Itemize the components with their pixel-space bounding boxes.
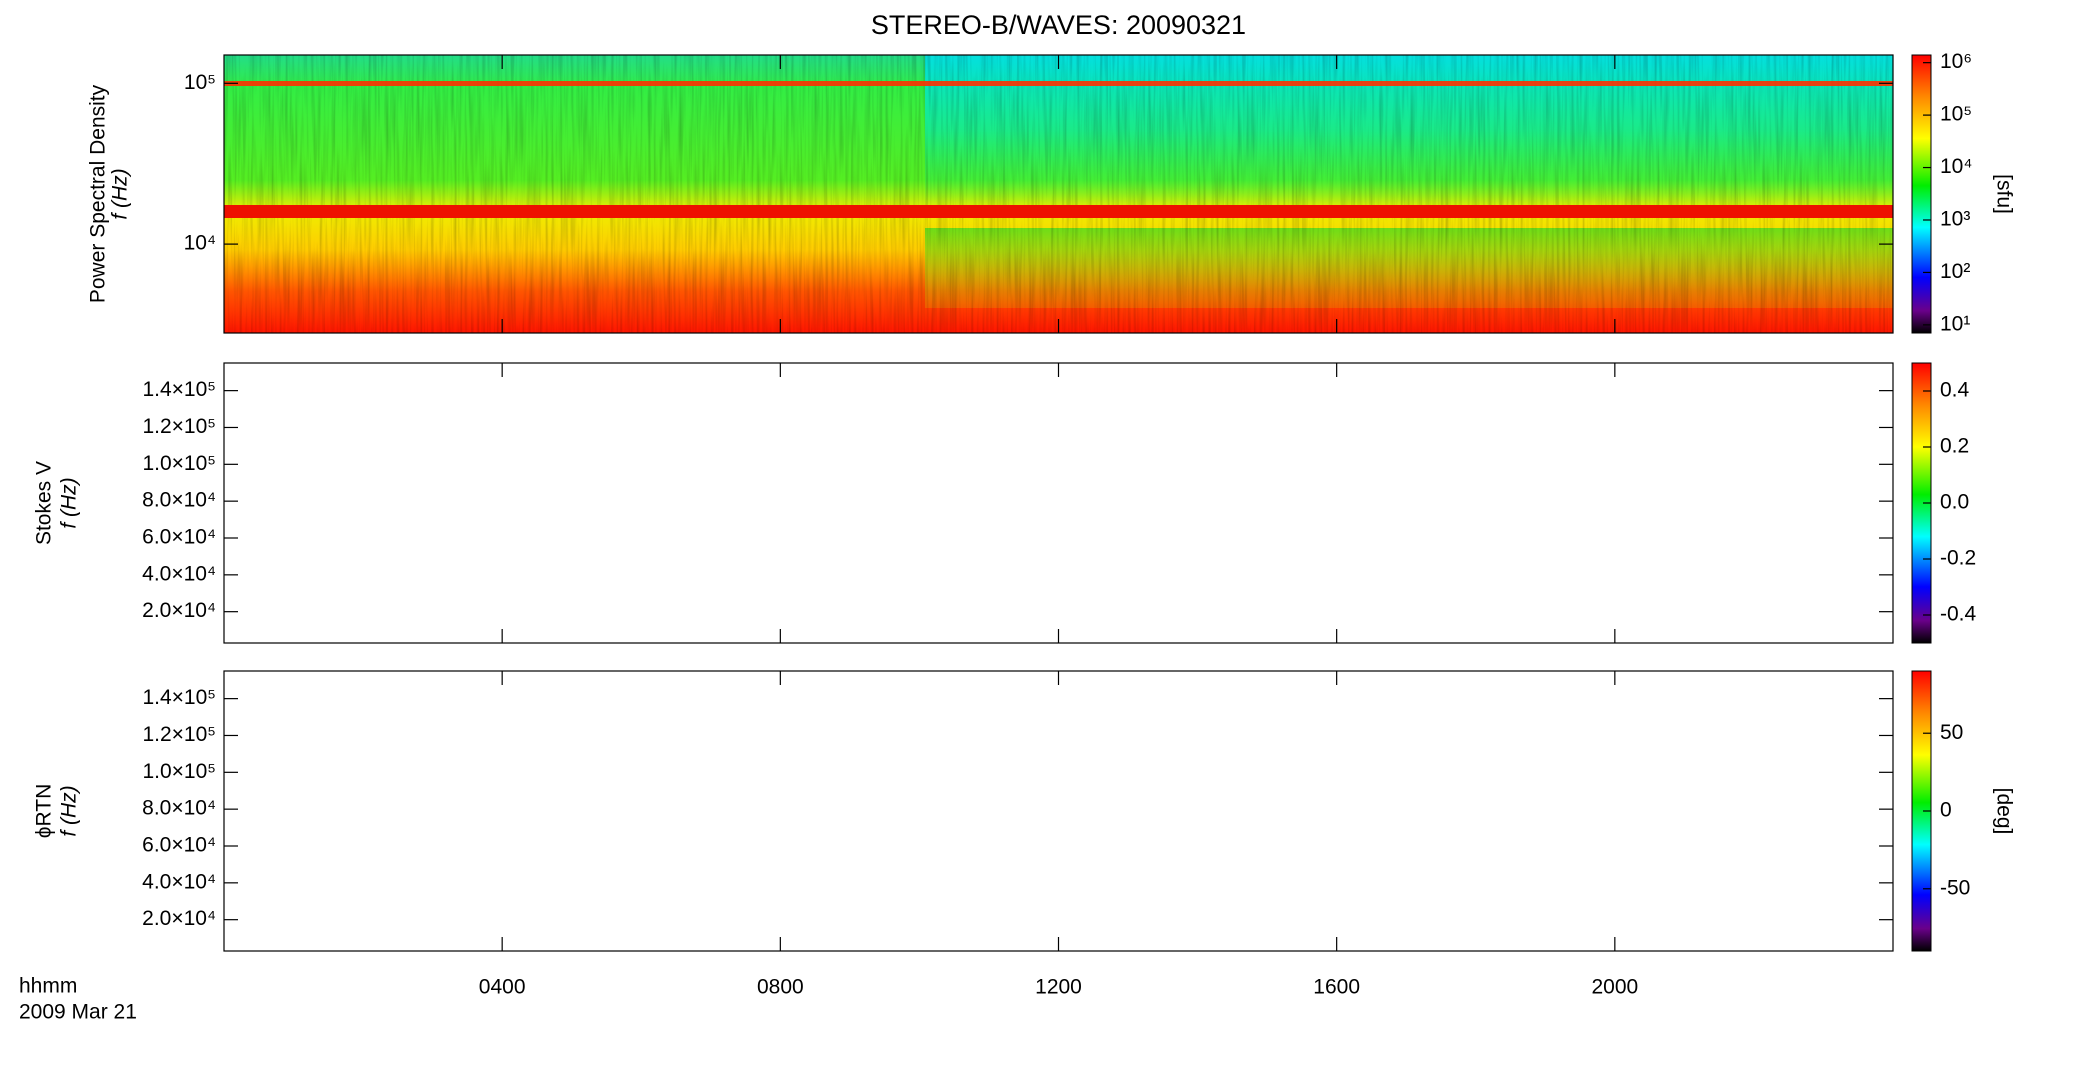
colorbar-tick-label: 0.0: [1940, 491, 1969, 514]
colorbar-tick-label: -50: [1940, 876, 1970, 899]
panel-frame: [223, 362, 1894, 644]
y-tick-label: 1.0×10⁵: [142, 760, 216, 783]
x-tick-label: 2000: [1591, 976, 1638, 999]
colorbar-tick-label: 10⁵: [1940, 103, 1972, 126]
y-tick-label: 10⁵: [184, 71, 216, 94]
colorbar-label: [sfu]: [1992, 174, 2015, 214]
y-tick-label: 1.4×10⁵: [142, 686, 216, 709]
y-axis-label: f (Hz): [109, 168, 132, 219]
y-axis-label: Stokes V: [33, 461, 56, 545]
colorbar-tick-label: 10³: [1940, 208, 1970, 231]
y-tick-label: 1.2×10⁵: [142, 723, 216, 746]
y-axis-label: ϕRTN: [33, 784, 56, 839]
y-tick-label: 10⁴: [184, 232, 216, 255]
y-tick-label: 2.0×10⁴: [142, 599, 216, 622]
colorbar-tick-label: 10⁴: [1940, 155, 1972, 178]
y-tick-label: 6.0×10⁴: [142, 526, 216, 549]
y-axis-label: f (Hz): [58, 785, 81, 836]
y-tick-label: 4.0×10⁴: [142, 870, 216, 893]
colorbar-tick-label: 50: [1940, 721, 1963, 744]
y-tick-label: 1.2×10⁵: [142, 415, 216, 438]
colorbar-tick-label: -0.2: [1940, 547, 1976, 570]
x-tick-label: 1200: [1035, 976, 1082, 999]
colorbar-tick-label: 10⁶: [1940, 50, 1972, 73]
spectrogram-image: [224, 55, 1893, 333]
colorbar: [1911, 54, 1932, 334]
colorbar-tick-label: 0: [1940, 799, 1952, 822]
y-axis-label: Power Spectral Density: [87, 84, 110, 303]
x-tick-label: 0400: [479, 976, 526, 999]
y-axis-label: f (Hz): [58, 477, 81, 528]
colorbar-tick-label: 0.2: [1940, 435, 1969, 458]
colorbar-label: [deg]: [1992, 788, 2015, 835]
colorbar-tick-label: 0.4: [1940, 379, 1970, 402]
colorbar-tick-label: 10²: [1940, 260, 1970, 283]
x-tick-label: 0800: [757, 976, 804, 999]
colorbar-tick-label: -0.4: [1940, 603, 1977, 626]
panel-frame: [223, 670, 1894, 952]
date-label: 2009 Mar 21: [19, 1001, 137, 1024]
x-axis-label: hhmm: [19, 975, 77, 998]
colorbar-tick-label: 10¹: [1940, 312, 1970, 335]
y-tick-label: 8.0×10⁴: [142, 797, 216, 820]
y-tick-label: 4.0×10⁴: [142, 562, 216, 585]
y-tick-label: 6.0×10⁴: [142, 834, 216, 857]
x-tick-label: 1600: [1313, 976, 1360, 999]
y-tick-label: 1.0×10⁵: [142, 452, 216, 475]
y-tick-label: 8.0×10⁴: [142, 489, 216, 512]
chart-title: STEREO-B/WAVES: 20090321: [871, 10, 1246, 40]
y-tick-label: 1.4×10⁵: [142, 378, 216, 401]
y-tick-label: 2.0×10⁴: [142, 907, 216, 930]
